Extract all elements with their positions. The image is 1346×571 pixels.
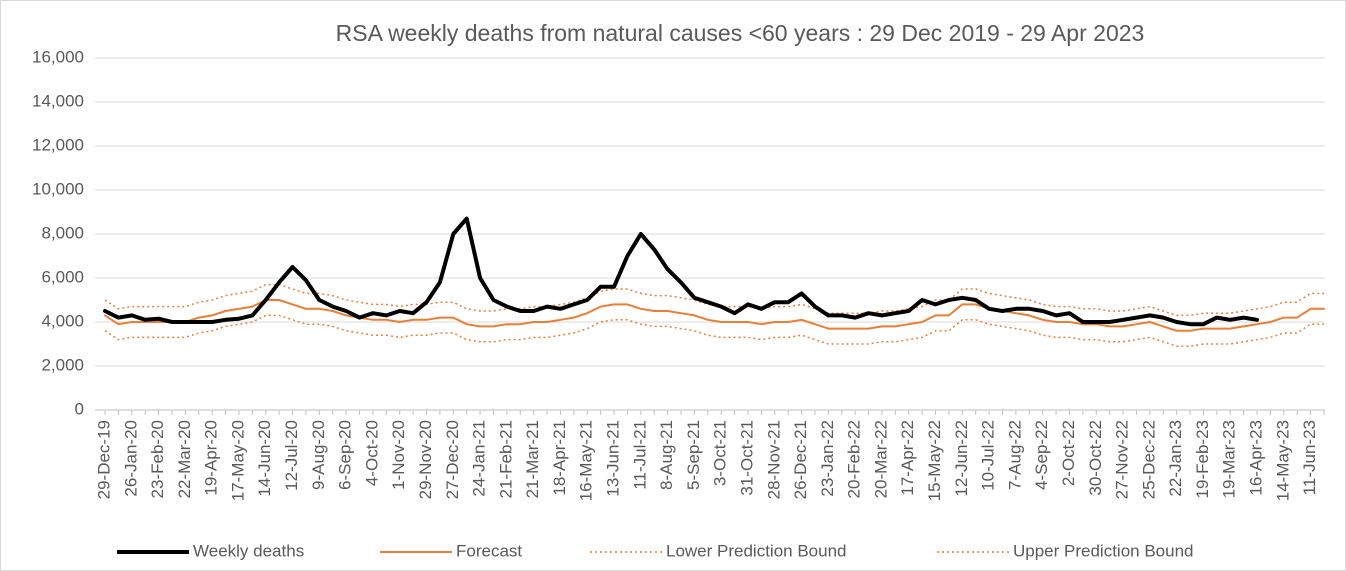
y-tick-label: 8,000 <box>41 223 84 242</box>
x-tick-label: 4-Oct-20 <box>362 420 381 486</box>
series-line <box>104 314 1324 347</box>
x-tick-label: 16-May-21 <box>577 420 596 501</box>
y-tick-label: 10,000 <box>32 179 84 198</box>
x-tick-label: 29-Nov-20 <box>416 420 435 499</box>
chart-title: RSA weekly deaths from natural causes <6… <box>336 20 1145 46</box>
x-tick-label: 22-Jan-23 <box>1166 420 1185 497</box>
x-tick-label: 12-Jul-20 <box>282 420 301 491</box>
x-tick-label: 20-Feb-22 <box>845 420 864 498</box>
x-tick-label: 7-Aug-22 <box>1005 420 1024 490</box>
x-tick-label: 1-Nov-20 <box>389 420 408 490</box>
x-tick-label: 11-Jun-23 <box>1300 420 1319 495</box>
x-tick-label: 21-Feb-21 <box>496 420 515 498</box>
legend-label: Upper Prediction Bound <box>1013 541 1194 560</box>
x-tick-label: 27-Nov-22 <box>1113 420 1132 499</box>
x-tick-label: 24-Jan-21 <box>470 420 489 497</box>
y-tick-label: 2,000 <box>41 355 84 374</box>
x-tick-label: 23-Feb-20 <box>148 420 167 498</box>
x-tick-label: 14-May-23 <box>1273 420 1292 501</box>
y-tick-label: 16,000 <box>32 47 84 66</box>
y-tick-label: 12,000 <box>32 135 84 154</box>
x-tick-label: 17-May-20 <box>228 420 247 501</box>
x-tick-label: 6-Sep-20 <box>336 420 355 490</box>
y-tick-label: 6,000 <box>41 267 84 286</box>
x-tick-label: 2-Oct-22 <box>1059 420 1078 486</box>
x-tick-label: 26-Dec-21 <box>791 420 810 499</box>
x-tick-label: 4-Sep-22 <box>1032 420 1051 490</box>
x-tick-label: 9-Aug-20 <box>309 420 328 490</box>
x-tick-label: 13-Jun-21 <box>604 420 623 497</box>
x-tick-label: 14-Jun-20 <box>255 420 274 497</box>
x-tick-label: 15-May-22 <box>925 420 944 501</box>
x-tick-label: 27-Dec-20 <box>443 420 462 499</box>
series-line <box>104 299 1325 332</box>
x-tick-label: 3-Oct-21 <box>711 420 730 486</box>
x-tick-label: 10-Jul-22 <box>979 420 998 491</box>
x-tick-label: 8-Aug-21 <box>657 420 676 490</box>
y-tick-label: 4,000 <box>41 311 84 330</box>
x-tick-label: 22-Mar-20 <box>175 420 194 498</box>
legend-label: Weekly deaths <box>193 541 304 560</box>
legend-label: Forecast <box>456 541 522 560</box>
x-tick-label: 26-Jan-20 <box>121 420 140 497</box>
x-tick-label: 18-Apr-21 <box>550 420 569 496</box>
x-tick-label: 20-Mar-22 <box>871 420 890 498</box>
x-tick-label: 16-Apr-23 <box>1247 420 1266 496</box>
series-line <box>103 216 1259 327</box>
x-tick-label: 17-Apr-22 <box>898 420 917 496</box>
y-tick-label: 14,000 <box>32 91 84 110</box>
x-tick-label: 31-Oct-21 <box>737 420 756 496</box>
x-tick-label: 25-Dec-22 <box>1139 420 1158 499</box>
x-tick-label: 29-Dec-19 <box>94 420 113 499</box>
x-tick-label: 12-Jun-22 <box>952 420 971 497</box>
x-tick-label: 23-Jan-22 <box>818 420 837 497</box>
x-tick-label: 5-Sep-21 <box>684 420 703 490</box>
y-tick-label: 0 <box>75 399 84 418</box>
x-tick-label: 21-Mar-21 <box>523 420 542 498</box>
x-tick-label: 28-Nov-21 <box>764 420 783 499</box>
x-tick-label: 19-Mar-23 <box>1220 420 1239 498</box>
x-tick-label: 30-Oct-22 <box>1086 420 1105 496</box>
x-tick-label: 19-Feb-23 <box>1193 420 1212 498</box>
x-tick-label: 11-Jul-21 <box>630 420 649 490</box>
legend-label: Lower Prediction Bound <box>666 541 847 560</box>
x-tick-label: 19-Apr-20 <box>202 420 221 496</box>
